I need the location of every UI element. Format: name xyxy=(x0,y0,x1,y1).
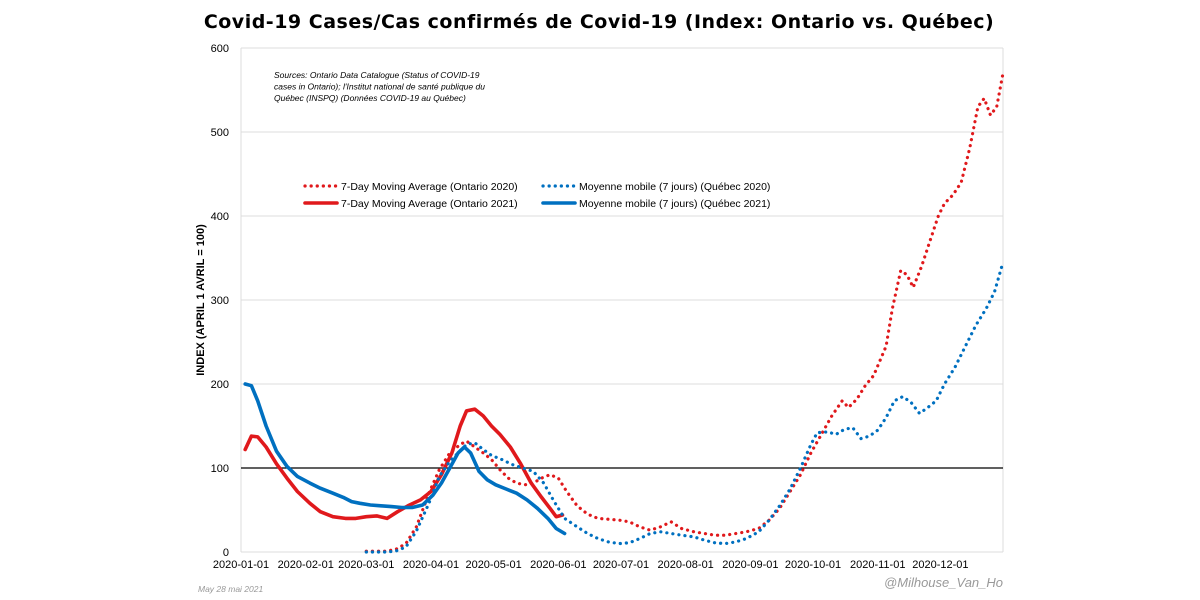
x-tick-label: 2020-02-01 xyxy=(278,559,334,571)
source-text: Sources: Ontario Data Catalogue (Status … xyxy=(274,70,485,103)
x-tick-label: 2020-07-01 xyxy=(593,559,649,571)
x-tick-label: 2020-06-01 xyxy=(530,559,586,571)
series-line-2 xyxy=(243,407,565,521)
series-group xyxy=(243,71,1005,554)
x-tick-label: 2020-05-01 xyxy=(465,559,521,571)
legend-label-2: 7-Day Moving Average (Ontario 2021) xyxy=(341,198,518,210)
x-tick-label: 2020-03-01 xyxy=(338,559,394,571)
source-line: Sources: Ontario Data Catalogue (Status … xyxy=(274,70,480,80)
y-tick-label: 400 xyxy=(211,211,229,223)
footer-date: May 28 mai 2021 xyxy=(198,584,263,594)
tick-labels: 0 100 200 300 400 500 600 2020-01-01 2020-02-01 2… xyxy=(211,43,969,571)
chart-title: Covid-19 Cases/Cas confirmés de Covid-19… xyxy=(204,11,994,33)
x-tick-label: 2020-01-01 xyxy=(213,559,269,571)
x-tick-label: 2020-08-01 xyxy=(658,559,714,571)
legend-label-3: Moyenne mobile (7 jours) (Québec 2020) xyxy=(579,181,770,193)
series-line-1 xyxy=(364,71,1005,553)
legend-label-1: 7-Day Moving Average (Ontario 2020) xyxy=(341,181,518,193)
y-axis-label: INDEX (APRIL 1 AVRIL = 100) xyxy=(195,224,207,376)
x-tick-label: 2020-12-01 xyxy=(912,559,968,571)
watermark-handle: @Milhouse_Van_Ho xyxy=(884,575,1003,590)
x-tick-label: 2020-04-01 xyxy=(403,559,459,571)
source-note: Sources: Ontario Data Catalogue (Status … xyxy=(274,70,485,103)
y-tick-label: 300 xyxy=(211,295,229,307)
series-line-3 xyxy=(364,260,1005,554)
gridlines xyxy=(240,47,1004,553)
y-tick-label: 100 xyxy=(211,463,229,475)
y-tick-label: 0 xyxy=(223,547,229,559)
source-line: cases in Ontario); l'Institut national d… xyxy=(274,82,485,92)
x-tick-label: 2020-09-01 xyxy=(722,559,778,571)
y-tick-label: 500 xyxy=(211,127,229,139)
legend-label-4: Moyenne mobile (7 jours) (Québec 2021) xyxy=(579,198,770,210)
x-tick-label: 2020-10-01 xyxy=(785,559,841,571)
series-line-4 xyxy=(243,382,567,536)
x-tick-label: 2020-11-01 xyxy=(850,559,905,571)
y-tick-label: 200 xyxy=(211,379,229,391)
source-line: Québec (INSPQ) (Données COVID-19 au Québ… xyxy=(274,93,466,103)
legend: 7-Day Moving Average (Ontario 2020) 7-Day… xyxy=(303,181,770,210)
y-tick-label: 600 xyxy=(211,43,229,55)
